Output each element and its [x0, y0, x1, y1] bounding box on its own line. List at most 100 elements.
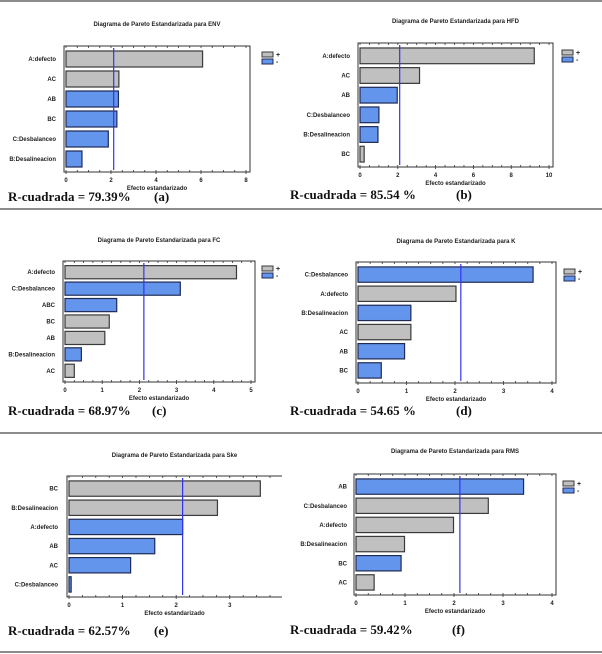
pareto-chart-rms: Diagrama de Pareto Estandarizada para RM… — [300, 449, 581, 615]
legend-label: + — [276, 266, 280, 273]
category-label: B:Desalineacion — [303, 133, 350, 139]
x-tick-label: 0 — [358, 173, 362, 179]
x-tick-label: 2 — [175, 603, 179, 609]
legend: +- — [563, 268, 582, 283]
x-axis-title: Efecto estandarizado — [425, 181, 486, 187]
legend-label: + — [276, 52, 280, 59]
x-tick-label: 2 — [138, 388, 142, 394]
x-tick-label: 1 — [101, 388, 105, 394]
category-label: AC — [47, 77, 56, 83]
x-axis-title: Efecto estandarizado — [426, 397, 487, 403]
bar-ac — [68, 556, 132, 574]
chart-panel-e: Diagrama de Pareto Estandarizada para Sk… — [0, 430, 300, 651]
legend-swatch-positive — [261, 265, 274, 272]
bar-a-defecto — [68, 518, 184, 536]
bar-abc — [64, 297, 118, 313]
panel-label: (f) — [452, 622, 465, 637]
panel-label: (b) — [456, 187, 472, 202]
x-tick-label: 2 — [396, 173, 400, 179]
category-label: C:Desbalanceo — [305, 273, 349, 279]
category-label: A:defecto — [30, 525, 58, 531]
legend: +- — [261, 265, 280, 280]
chart-panel-d: Diagrama de Pareto Estandarizada para K C… — [290, 215, 602, 432]
category-label: A:defecto — [322, 54, 350, 60]
bar-a-defecto — [65, 50, 204, 68]
plot-frame — [66, 475, 282, 598]
chart-title: Diagrama de Pareto Estandarizada para FC — [98, 238, 221, 244]
legend-swatch-negative — [563, 275, 576, 282]
separator-bottom — [0, 651, 602, 653]
category-label: B:Desalineacion — [300, 542, 347, 548]
legend-label: + — [576, 50, 580, 57]
category-label: BC — [341, 152, 350, 158]
separator-row-1 — [0, 208, 602, 210]
bar-a-defecto — [359, 47, 535, 65]
legend-swatch-negative — [261, 58, 274, 65]
x-tick-label: 0 — [67, 603, 71, 609]
legend-label: - — [276, 59, 279, 66]
category-label: C:Desbalanceo — [12, 287, 56, 293]
r-squared-text: R-cuadrada = 79.39% — [8, 189, 131, 204]
panel-label: (a) — [154, 189, 170, 204]
x-tick-label: 2 — [452, 601, 456, 607]
pareto-chart-k: Diagrama de Pareto Estandarizada para K C… — [301, 239, 582, 403]
legend-label: - — [276, 273, 279, 280]
category-label: C:Desbalanceo — [304, 504, 348, 510]
separator-top — [0, 0, 602, 2]
bar-ac — [357, 323, 412, 341]
x-tick-label: 4 — [550, 601, 554, 607]
chart-title: Diagrama de Pareto Estandarizada para Sk… — [112, 453, 238, 459]
bar-c-desbalanceo — [65, 130, 109, 148]
x-tick-label: 4 — [550, 389, 554, 395]
category-label: B:Desalineacion — [11, 506, 58, 512]
pareto-chart-env: Diagrama de Pareto Estandarizada para EN… — [9, 22, 280, 192]
bar-ac — [355, 574, 375, 591]
legend-label: + — [577, 481, 581, 488]
x-tick-label: 1 — [403, 601, 407, 607]
bar-ab — [359, 86, 398, 104]
pareto-chart-fc: Diagrama de Pareto Estandarizada para FC… — [8, 238, 280, 402]
x-tick-label: 8 — [244, 178, 248, 184]
category-label: C:Desbalanceo — [13, 137, 57, 143]
legend-swatch-positive — [562, 480, 575, 487]
legend: +- — [562, 480, 581, 495]
category-label: BC — [47, 117, 56, 123]
category-label: ABC — [42, 303, 56, 309]
category-label: AB — [341, 93, 350, 99]
category-label: AC — [49, 563, 58, 569]
r-squared-text: R-cuadrada = 59.42% — [290, 622, 413, 637]
x-axis-title: Efecto estandarizado — [129, 396, 190, 402]
bar-b-desalineacion — [64, 347, 82, 362]
bar-ac — [64, 363, 75, 378]
category-label: B:Desalineacion — [8, 352, 55, 358]
chart-panel-b: Diagrama de Pareto Estandarizada para HF… — [290, 0, 602, 208]
chart-title: Diagrama de Pareto Estandarizada para K — [396, 239, 516, 245]
bar-a-defecto — [357, 285, 457, 303]
bar-b-desalineacion — [359, 126, 379, 143]
bar-c-desbalanceo — [359, 106, 380, 124]
category-label: AC — [341, 74, 350, 80]
legend-swatch-positive — [563, 268, 576, 275]
bar-a-defecto — [64, 265, 238, 280]
category-label: BC — [339, 368, 348, 374]
legend: +- — [561, 49, 580, 64]
panel-label: (e) — [154, 623, 169, 638]
category-label: AC — [339, 330, 348, 336]
chart-panel-f: Diagrama de Pareto Estandarizada para RM… — [290, 430, 602, 651]
chart-panel-a: Diagrama de Pareto Estandarizada para EN… — [0, 0, 300, 208]
category-label: AC — [338, 580, 347, 586]
bar-ab — [357, 342, 406, 360]
x-tick-label: 8 — [510, 173, 514, 179]
panel-label: (c) — [152, 403, 167, 418]
x-tick-label: 0 — [63, 388, 67, 394]
category-label: AB — [47, 97, 56, 103]
bar-bc — [359, 145, 365, 163]
bar-bc — [64, 314, 110, 329]
panel-label: (d) — [456, 403, 472, 418]
category-label: B:Desalineacion — [9, 157, 56, 163]
x-tick-label: 1 — [121, 603, 125, 609]
category-label: AC — [46, 369, 55, 375]
bar-ab — [64, 330, 106, 346]
x-tick-label: 3 — [502, 389, 506, 395]
bar-bc — [65, 110, 118, 128]
